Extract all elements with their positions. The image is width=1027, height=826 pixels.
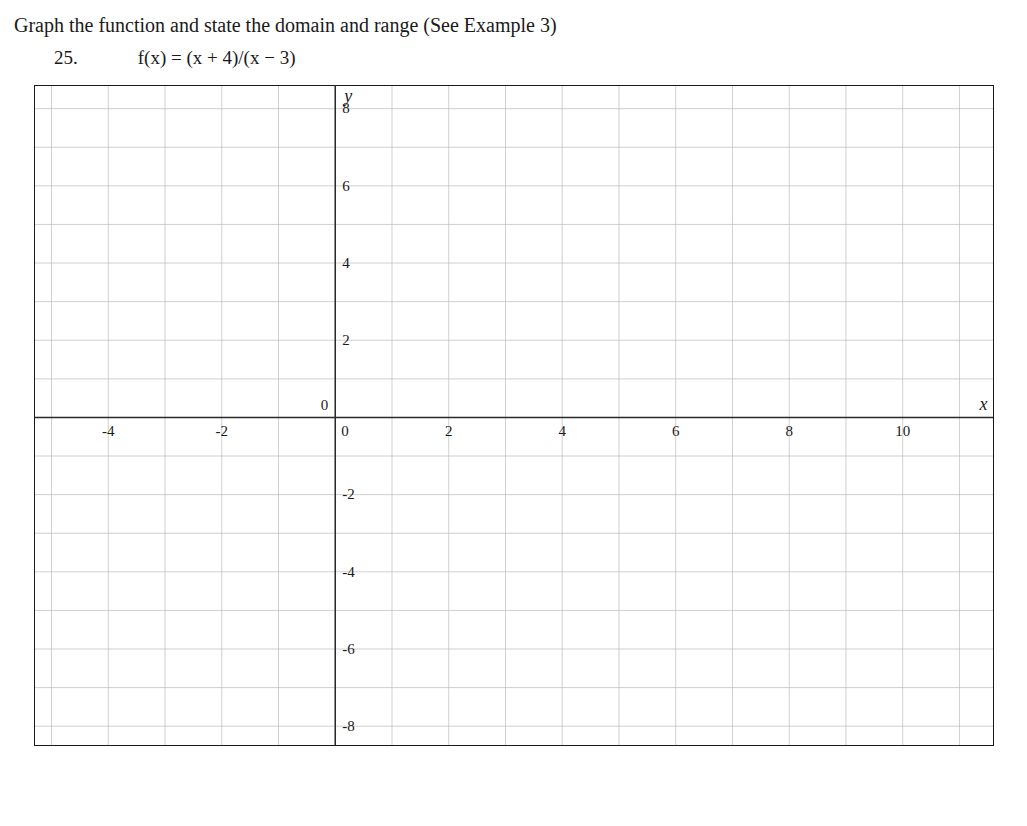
svg-text:-2: -2 <box>216 423 229 439</box>
svg-text:2: 2 <box>342 332 350 348</box>
svg-text:2: 2 <box>445 423 453 439</box>
svg-text:x: x <box>979 394 988 414</box>
html-text:Graph the function and state t: Graph the function and state the domain … <box>14 14 557 36</box>
svg-text:8: 8 <box>785 423 793 439</box>
html-text:25.: 25. <box>54 47 78 68</box>
svg-text:10: 10 <box>895 423 910 439</box>
svg-text:6: 6 <box>672 423 680 439</box>
svg-text:6: 6 <box>342 178 350 194</box>
html-text:f(x) = (x + 4)/(x − 3): f(x) = (x + 4)/(x − 3) <box>137 47 296 68</box>
svg-text:y: y <box>342 86 352 106</box>
svg-text:0: 0 <box>321 397 329 413</box>
svg-text:4: 4 <box>342 255 350 271</box>
svg-text:-4: -4 <box>342 564 355 580</box>
svg-text:-4: -4 <box>102 423 115 439</box>
svg-text:8: 8 <box>342 100 350 117</box>
svg-text:-2: -2 <box>342 486 355 502</box>
svg-text:-8: -8 <box>342 718 355 734</box>
svg-text:-6: -6 <box>342 641 355 657</box>
svg-text:4: 4 <box>558 423 566 439</box>
svg-text:0: 0 <box>341 423 349 439</box>
